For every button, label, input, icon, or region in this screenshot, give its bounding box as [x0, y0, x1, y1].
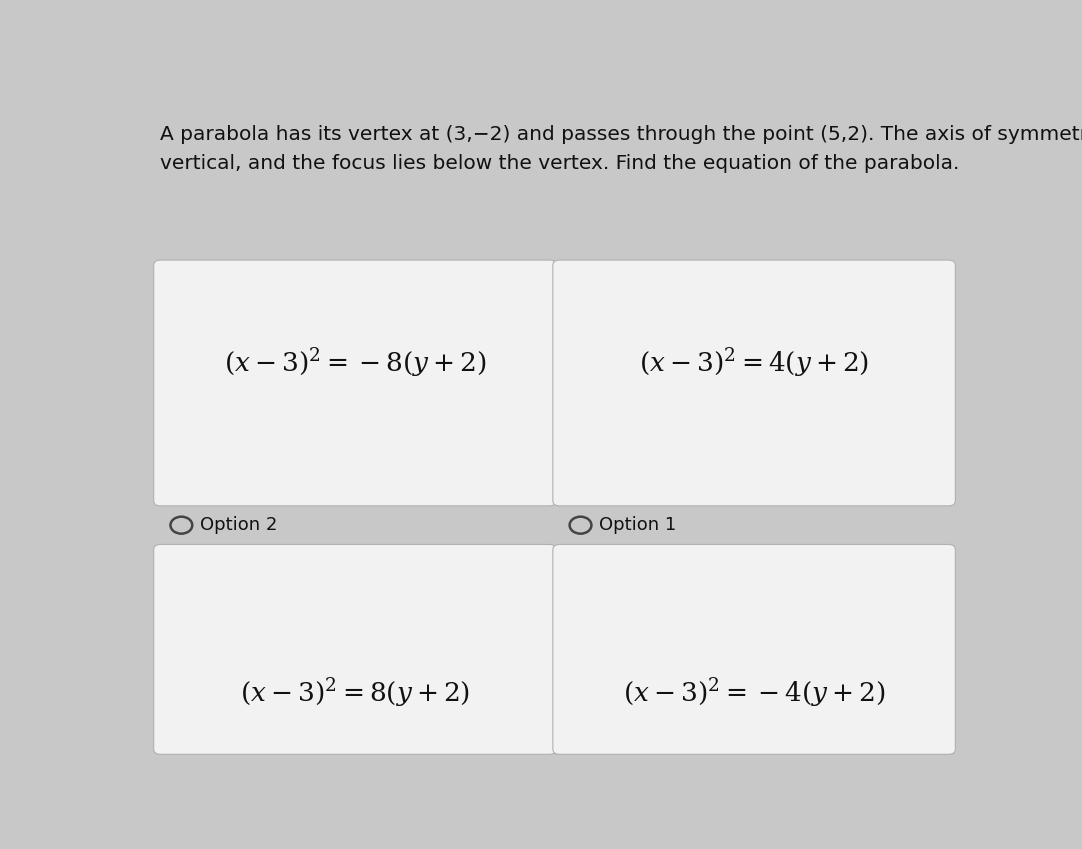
Text: Option 1: Option 1 [599, 516, 676, 534]
Text: $(x - 3)^2 = 4(y + 2)$: $(x - 3)^2 = 4(y + 2)$ [639, 346, 869, 380]
Text: $(x - 3)^2 = -4(y + 2)$: $(x - 3)^2 = -4(y + 2)$ [623, 677, 885, 710]
Text: A parabola has its vertex at (3,−2) and passes through the point (5,2). The axis: A parabola has its vertex at (3,−2) and … [160, 125, 1082, 143]
FancyBboxPatch shape [154, 544, 556, 754]
FancyBboxPatch shape [154, 260, 556, 506]
Text: vertical, and the focus lies below the vertex. Find the equation of the parabola: vertical, and the focus lies below the v… [160, 155, 960, 173]
Text: $(x - 3)^2 = -8(y + 2)$: $(x - 3)^2 = -8(y + 2)$ [224, 346, 486, 380]
FancyBboxPatch shape [553, 260, 955, 506]
Text: Option 2: Option 2 [200, 516, 277, 534]
Text: $(x - 3)^2 = 8(y + 2)$: $(x - 3)^2 = 8(y + 2)$ [240, 677, 470, 710]
FancyBboxPatch shape [553, 544, 955, 754]
